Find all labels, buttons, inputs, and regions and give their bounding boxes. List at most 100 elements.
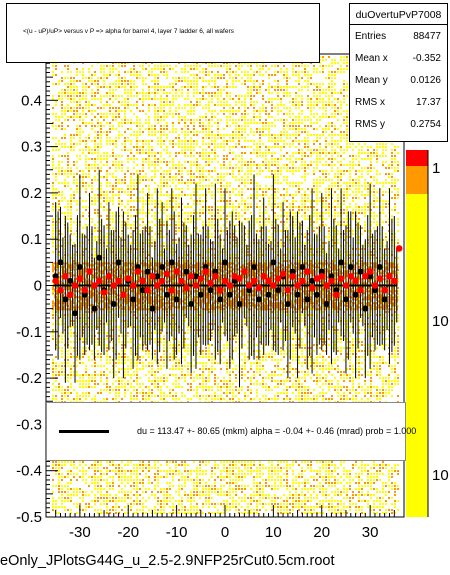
density-cell bbox=[73, 98, 75, 100]
density-cell bbox=[148, 86, 150, 88]
density-cell bbox=[208, 371, 210, 373]
density-cell bbox=[106, 356, 108, 358]
density-cell bbox=[121, 62, 123, 64]
density-cell bbox=[133, 80, 135, 82]
density-cell bbox=[130, 134, 132, 136]
density-cell bbox=[136, 332, 138, 334]
density-cell bbox=[76, 185, 78, 187]
density-cell bbox=[88, 146, 90, 148]
density-cell bbox=[139, 71, 141, 73]
density-cell bbox=[157, 113, 159, 115]
density-cell bbox=[100, 389, 102, 391]
density-cell bbox=[211, 368, 213, 370]
density-cell bbox=[115, 503, 117, 505]
density-cell bbox=[175, 278, 177, 280]
density-cell bbox=[226, 173, 228, 175]
density-cell bbox=[148, 467, 150, 469]
density-cell bbox=[184, 338, 186, 340]
density-cell bbox=[61, 182, 63, 184]
density-cell bbox=[67, 485, 69, 487]
density-cell bbox=[121, 476, 123, 478]
density-cell bbox=[52, 173, 54, 175]
density-cell bbox=[103, 371, 105, 373]
density-cell bbox=[217, 212, 219, 214]
density-cell bbox=[124, 491, 126, 493]
density-cell bbox=[151, 371, 153, 373]
density-cell bbox=[106, 314, 108, 316]
density-cell bbox=[100, 323, 102, 325]
density-cell bbox=[118, 500, 120, 502]
density-cell bbox=[55, 500, 57, 502]
density-cell bbox=[58, 476, 60, 478]
density-cell bbox=[61, 476, 63, 478]
density-cell bbox=[175, 347, 177, 349]
density-cell bbox=[100, 236, 102, 238]
density-cell bbox=[76, 134, 78, 136]
density-cell bbox=[187, 77, 189, 79]
density-cell bbox=[91, 476, 93, 478]
density-cell bbox=[94, 344, 96, 346]
density-cell bbox=[115, 167, 117, 169]
density-cell bbox=[88, 110, 90, 112]
density-cell bbox=[214, 467, 216, 469]
density-cell bbox=[124, 254, 126, 256]
density-cell bbox=[85, 482, 87, 484]
density-cell bbox=[169, 497, 171, 499]
density-cell bbox=[55, 368, 57, 370]
density-cell bbox=[178, 77, 180, 79]
density-cell bbox=[157, 260, 159, 262]
density-cell bbox=[130, 110, 132, 112]
density-cell bbox=[217, 155, 219, 157]
density-cell bbox=[109, 359, 111, 361]
density-cell bbox=[172, 476, 174, 478]
density-cell bbox=[229, 383, 231, 385]
density-cell bbox=[184, 152, 186, 154]
density-cell bbox=[52, 374, 54, 376]
density-cell bbox=[199, 218, 201, 220]
density-cell bbox=[187, 149, 189, 151]
density-cell bbox=[172, 194, 174, 196]
density-cell bbox=[160, 131, 162, 133]
density-cell bbox=[229, 212, 231, 214]
density-cell bbox=[196, 512, 198, 514]
density-cell bbox=[73, 149, 75, 151]
density-cell bbox=[73, 332, 75, 334]
density-cell bbox=[157, 305, 159, 307]
density-cell bbox=[199, 182, 201, 184]
density-cell bbox=[106, 281, 108, 283]
density-cell bbox=[211, 131, 213, 133]
density-cell bbox=[175, 467, 177, 469]
density-cell bbox=[142, 218, 144, 220]
density-cell bbox=[211, 224, 213, 226]
density-cell bbox=[175, 392, 177, 394]
density-cell bbox=[136, 368, 138, 370]
density-cell bbox=[124, 464, 126, 466]
density-cell bbox=[85, 149, 87, 151]
density-cell bbox=[118, 383, 120, 385]
density-cell bbox=[181, 95, 183, 97]
density-cell bbox=[142, 167, 144, 169]
density-cell bbox=[154, 383, 156, 385]
density-cell bbox=[94, 311, 96, 313]
density-cell bbox=[106, 479, 108, 481]
density-cell bbox=[118, 371, 120, 373]
density-cell bbox=[190, 155, 192, 157]
density-cell bbox=[202, 491, 204, 493]
density-cell bbox=[97, 209, 99, 211]
density-cell bbox=[58, 80, 60, 82]
density-cell bbox=[184, 161, 186, 163]
density-cell bbox=[112, 203, 114, 205]
density-cell bbox=[184, 377, 186, 379]
density-cell bbox=[118, 389, 120, 391]
density-cell bbox=[109, 509, 111, 511]
density-cell bbox=[64, 215, 66, 217]
density-cell bbox=[103, 500, 105, 502]
density-cell bbox=[190, 110, 192, 112]
density-cell bbox=[193, 395, 195, 397]
density-cell bbox=[76, 92, 78, 94]
density-cell bbox=[163, 356, 165, 358]
density-cell bbox=[208, 92, 210, 94]
density-cell bbox=[64, 173, 66, 175]
density-cell bbox=[220, 473, 222, 475]
density-cell bbox=[127, 98, 129, 100]
